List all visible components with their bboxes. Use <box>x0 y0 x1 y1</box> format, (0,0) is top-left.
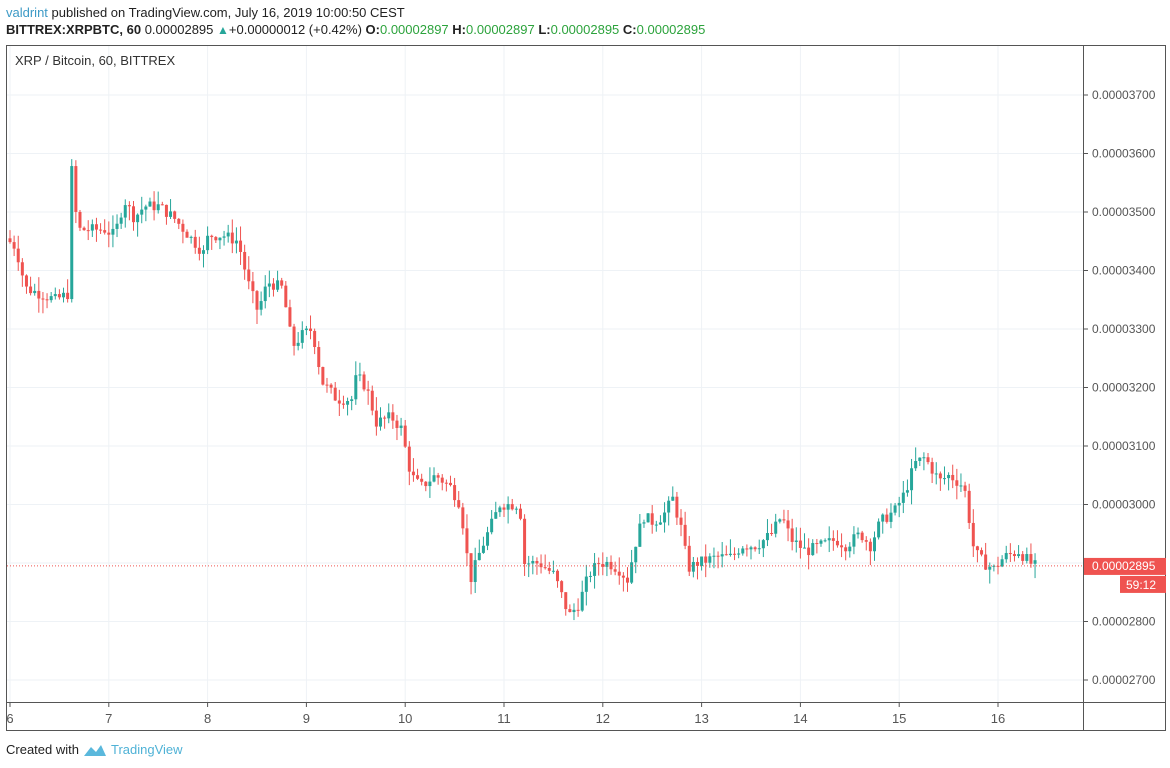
chart-legend: XRP / Bitcoin, 60, BITTREX <box>15 53 176 68</box>
publish-info: valdrint published on TradingView.com, J… <box>6 5 405 20</box>
time-tick-label: 16 <box>991 711 1005 726</box>
time-tick-label: 7 <box>105 711 112 726</box>
time-tick-label: 15 <box>892 711 906 726</box>
tradingview-logo-icon <box>83 744 106 756</box>
footer: Created with TradingView <box>6 742 183 757</box>
open-value: 0.00002897 <box>379 22 449 37</box>
price-tick-label: 0.00003000 <box>1092 498 1156 512</box>
last-price: 0.00002895 <box>144 22 214 37</box>
author-link[interactable]: valdrint <box>6 5 48 20</box>
low-value: 0.00002895 <box>550 22 620 37</box>
change-value: +0.00000012 (+0.42%) <box>228 22 362 37</box>
close-label: C: <box>622 22 637 37</box>
candles <box>8 159 1037 621</box>
price-tick-label: 0.00003400 <box>1092 264 1156 278</box>
price-tick-label: 0.00003600 <box>1092 147 1156 161</box>
time-tick-label: 13 <box>694 711 708 726</box>
price-tick-label: 0.00003500 <box>1092 205 1156 219</box>
symbol-label: BITTREX:XRPBTC, 60 <box>6 22 142 37</box>
ohlc-bar: BITTREX:XRPBTC, 60 0.00002895 ▲+0.000000… <box>6 22 705 37</box>
published-text: published on TradingView.com, July 16, 2… <box>47 5 405 20</box>
price-tick-label: 0.00003300 <box>1092 322 1156 336</box>
open-label: O: <box>365 22 380 37</box>
time-axis[interactable]: 6 7 8 9 10 11 12 13 14 15 16 <box>6 702 1005 726</box>
price-tick-label: 0.00003200 <box>1092 381 1156 395</box>
high-label: H: <box>452 22 467 37</box>
price-tick-label: 0.00003100 <box>1092 439 1156 453</box>
time-tick-label: 11 <box>497 711 511 726</box>
countdown-label: 59:12 <box>1126 578 1156 592</box>
close-value: 0.00002895 <box>636 22 706 37</box>
time-tick-label: 12 <box>596 711 610 726</box>
price-axis[interactable]: 0.00003700 0.00003600 0.00003500 0.00003400… <box>1083 88 1156 687</box>
time-tick-label: 8 <box>204 711 211 726</box>
up-triangle-icon: ▲ <box>217 23 229 37</box>
grid <box>7 46 1083 702</box>
tradingview-link[interactable]: TradingView <box>110 742 183 757</box>
time-tick-label: 14 <box>793 711 807 726</box>
last-price-label: 0.00002895 <box>1092 559 1156 573</box>
created-with-text: Created with <box>6 742 79 757</box>
time-tick-label: 6 <box>6 711 13 726</box>
price-tick-label: 0.00003700 <box>1092 88 1156 102</box>
low-label: L: <box>538 22 551 37</box>
time-tick-label: 10 <box>398 711 412 726</box>
high-value: 0.00002897 <box>466 22 535 37</box>
price-tick-label: 0.00002700 <box>1092 673 1156 687</box>
price-tick-label: 0.00002800 <box>1092 615 1156 629</box>
last-price-label-bg <box>1084 557 1166 575</box>
chart-container[interactable] <box>6 45 1166 731</box>
countdown-label-bg <box>1120 575 1166 593</box>
time-tick-label: 9 <box>303 711 310 726</box>
